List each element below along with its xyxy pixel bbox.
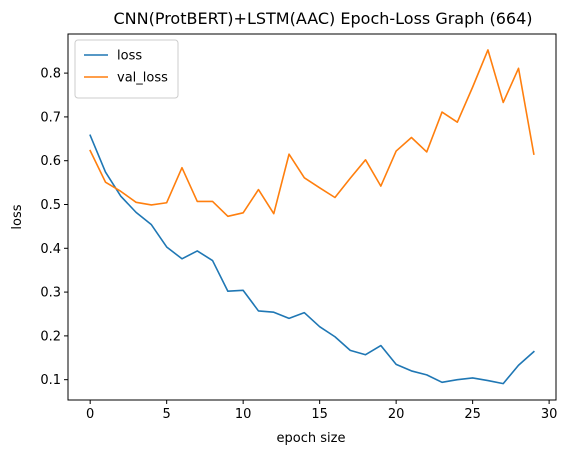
x-tick-label: 5 xyxy=(163,407,171,422)
y-tick-label: 0.6 xyxy=(40,154,61,169)
y-tick-label: 0.4 xyxy=(40,242,61,257)
y-tick-label: 0.8 xyxy=(40,67,61,82)
x-tick-label: 10 xyxy=(235,407,252,422)
legend-label: val_loss xyxy=(117,71,168,86)
y-tick-label: 0.7 xyxy=(40,110,61,125)
x-tick-label: 20 xyxy=(388,407,405,422)
legend: loss val_loss xyxy=(74,39,179,99)
x-axis-ticks: 0 5 10 15 20 25 30 xyxy=(86,400,557,422)
y-axis-ticks: 0.1 0.2 0.3 0.4 0.5 0.6 0.7 0.8 xyxy=(40,67,68,388)
y-tick-label: 0.1 xyxy=(40,373,61,388)
x-tick-label: 30 xyxy=(541,407,558,422)
series-layer xyxy=(89,49,535,385)
x-tick-label: 25 xyxy=(464,407,481,422)
y-tick-label: 0.3 xyxy=(40,286,61,301)
y-axis-label: loss xyxy=(10,204,25,229)
y-tick-label: 0.2 xyxy=(40,329,61,344)
x-tick-label: 0 xyxy=(86,407,94,422)
x-axis-label: epoch size xyxy=(277,431,346,446)
x-tick-label: 15 xyxy=(311,407,328,422)
series-line-val-loss xyxy=(89,49,535,218)
legend-label: loss xyxy=(117,49,142,64)
y-tick-label: 0.5 xyxy=(40,198,61,213)
chart-title: CNN(ProtBERT)+LSTM(AAC) Epoch-Loss Graph… xyxy=(113,9,532,28)
series-line-loss xyxy=(89,134,535,385)
plot-area-frame xyxy=(67,33,557,401)
